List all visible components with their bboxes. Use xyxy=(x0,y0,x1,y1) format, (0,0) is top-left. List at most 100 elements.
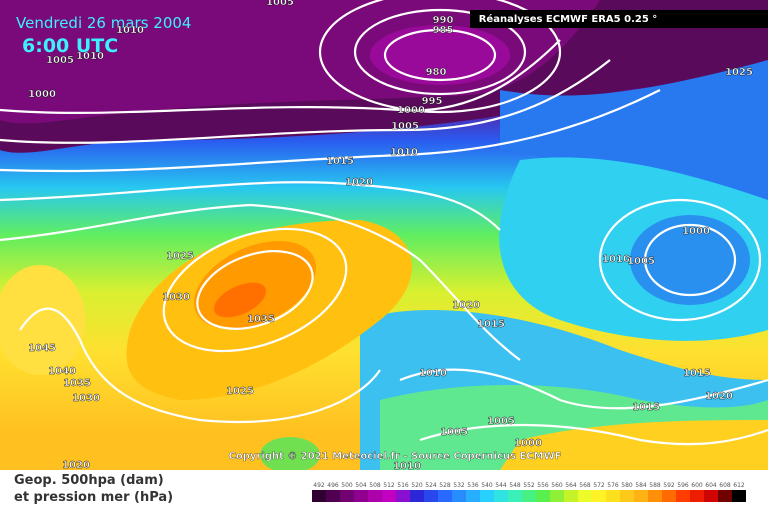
isobar-label: 1010 xyxy=(393,461,421,472)
scale-label: 500 xyxy=(341,482,353,489)
scale-swatch xyxy=(480,490,494,502)
isobar-label: 1005 xyxy=(391,121,419,132)
copyright: Copyright © 2021 Meteociel.fr - Source C… xyxy=(229,451,562,462)
scale-swatch xyxy=(354,490,368,502)
isobar-label: 1005 xyxy=(440,427,468,438)
isobar-label: 1035 xyxy=(63,378,91,389)
isobar-label: 1025 xyxy=(226,386,254,397)
isobar-label: 1005 xyxy=(266,0,294,8)
scale-swatch xyxy=(382,490,396,502)
scale-swatch xyxy=(564,490,578,502)
scale-label: 496 xyxy=(327,482,339,489)
scale-label: 508 xyxy=(369,482,381,489)
scale-swatch xyxy=(662,490,676,502)
scale-swatch xyxy=(522,490,536,502)
scale-label: 612 xyxy=(733,482,745,489)
scale-label: 596 xyxy=(677,482,689,489)
isobar-label: 1020 xyxy=(62,460,90,471)
scale-swatch xyxy=(312,490,326,502)
scale-swatch xyxy=(592,490,606,502)
isobar-label: 1010 xyxy=(390,147,418,158)
scale-swatch xyxy=(438,490,452,502)
scale-label: 540 xyxy=(481,482,493,489)
scale-label: 604 xyxy=(705,482,717,489)
scale-label: 588 xyxy=(649,482,661,489)
colorbar: 492 496 500 504 508 512 516 520 524 528 532 536 540 5… xyxy=(312,482,746,502)
scale-swatch xyxy=(718,490,732,502)
isobar-label: 990 xyxy=(433,15,454,26)
scale-label: 532 xyxy=(453,482,465,489)
scale-swatch xyxy=(396,490,410,502)
scale-swatch xyxy=(340,490,354,502)
isobar-label: 1005 xyxy=(487,416,515,427)
isobar-label: 1010 xyxy=(76,51,104,62)
scale-label: 504 xyxy=(355,482,367,489)
isobar-label: 1010 xyxy=(419,368,447,379)
isobar-label: 1015 xyxy=(326,156,354,167)
scale-label: 576 xyxy=(607,482,619,489)
isobar-label: 1000 xyxy=(682,226,710,237)
isobar-label: 1030 xyxy=(162,292,190,303)
scale-label: 520 xyxy=(411,482,423,489)
scale-swatch xyxy=(536,490,550,502)
scale-swatch xyxy=(620,490,634,502)
scale-label: 592 xyxy=(663,482,675,489)
scale-swatch xyxy=(326,490,340,502)
legend-line2: et pression mer (hPa) xyxy=(14,490,173,505)
source-box xyxy=(470,10,768,28)
isobar-label: 1000 xyxy=(514,438,542,449)
source: Réanalyses ECMWF ERA5 0.25 ° xyxy=(479,13,658,25)
scale-label: 564 xyxy=(565,482,577,489)
isobar-label: 1025 xyxy=(166,251,194,262)
scale-label: 584 xyxy=(635,482,647,489)
isobar-label: 1010 xyxy=(602,254,630,265)
scale-label: 548 xyxy=(509,482,521,489)
isobar-label: 1005 xyxy=(627,256,655,267)
isobar-label: 1020 xyxy=(345,177,373,188)
scale-swatch xyxy=(606,490,620,502)
isobar-label: 1005 xyxy=(46,55,74,66)
scale-label: 524 xyxy=(425,482,437,489)
scale-label: 580 xyxy=(621,482,633,489)
scale-label: 556 xyxy=(537,482,549,489)
scale-swatch xyxy=(732,490,746,502)
scale-label: 552 xyxy=(523,482,535,489)
scale-swatch xyxy=(410,490,424,502)
scale-swatch xyxy=(704,490,718,502)
date: Vendredi 26 mars 2004 xyxy=(16,14,191,32)
scale-label: 544 xyxy=(495,482,507,489)
scale-swatch xyxy=(368,490,382,502)
isobar-label: 1000 xyxy=(397,105,425,116)
scale-label: 608 xyxy=(719,482,731,489)
isobar-label: 1040 xyxy=(48,366,76,377)
isobar-label: 1025 xyxy=(725,67,753,78)
isobar-label: 985 xyxy=(433,25,454,36)
isobar-label: 1015 xyxy=(683,368,711,379)
isobar-label: 1045 xyxy=(28,343,56,354)
time: 6:00 UTC xyxy=(22,35,118,57)
scale-swatch xyxy=(578,490,592,502)
isobar-label: 980 xyxy=(426,67,447,78)
scale-swatch xyxy=(648,490,662,502)
isobar-label: 1015 xyxy=(477,319,505,330)
scale-label: 568 xyxy=(579,482,591,489)
isobars xyxy=(0,0,768,444)
scale-swatch xyxy=(508,490,522,502)
scale-swatch xyxy=(550,490,564,502)
scale-swatch xyxy=(452,490,466,502)
scale-swatch xyxy=(634,490,648,502)
scale-swatch xyxy=(466,490,480,502)
scale-label: 492 xyxy=(313,482,325,489)
scale-label: 572 xyxy=(593,482,605,489)
isobar-label: 1010 xyxy=(116,25,144,36)
scale-label: 536 xyxy=(467,482,479,489)
scale-label: 600 xyxy=(691,482,703,489)
scale-swatch xyxy=(424,490,438,502)
isobar-label: 1020 xyxy=(705,391,733,402)
scale-label: 528 xyxy=(439,482,451,489)
scale-swatch xyxy=(676,490,690,502)
isobar-label: 1020 xyxy=(452,300,480,311)
scale-swatch xyxy=(494,490,508,502)
